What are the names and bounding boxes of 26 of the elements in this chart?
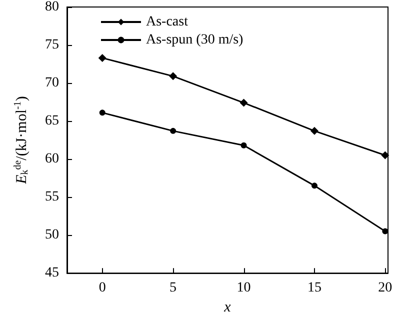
y-axis-title: Ekde/(kJ·mol-1) [12,96,30,185]
y-tick-label: 80 [45,0,59,14]
legend-label: As-cast [146,14,188,30]
point [310,126,318,135]
x-tick-label: 5 [170,280,177,296]
point [170,128,176,134]
y-tick-label: 55 [45,190,59,205]
point [381,151,390,160]
y-tick-label: 60 [45,152,59,167]
x-tick-label: 15 [307,280,322,296]
point [240,98,248,107]
y-tick-label: 75 [45,38,59,53]
y-tick-label: 70 [45,76,59,91]
y-tick-label: 45 [45,266,59,281]
x-tick-label: 10 [236,280,251,296]
x-axis-title: x [223,300,232,316]
y-tick-label: 65 [45,114,59,129]
x-tick-label: 20 [378,280,392,296]
point [311,182,318,189]
point [98,54,106,62]
legend-label: As-spun (30 m/s) [146,32,244,48]
point [169,72,178,80]
x-tick-label: 0 [98,280,106,296]
point [240,142,247,148]
point [99,110,106,116]
y-tick-label: 50 [45,228,59,243]
